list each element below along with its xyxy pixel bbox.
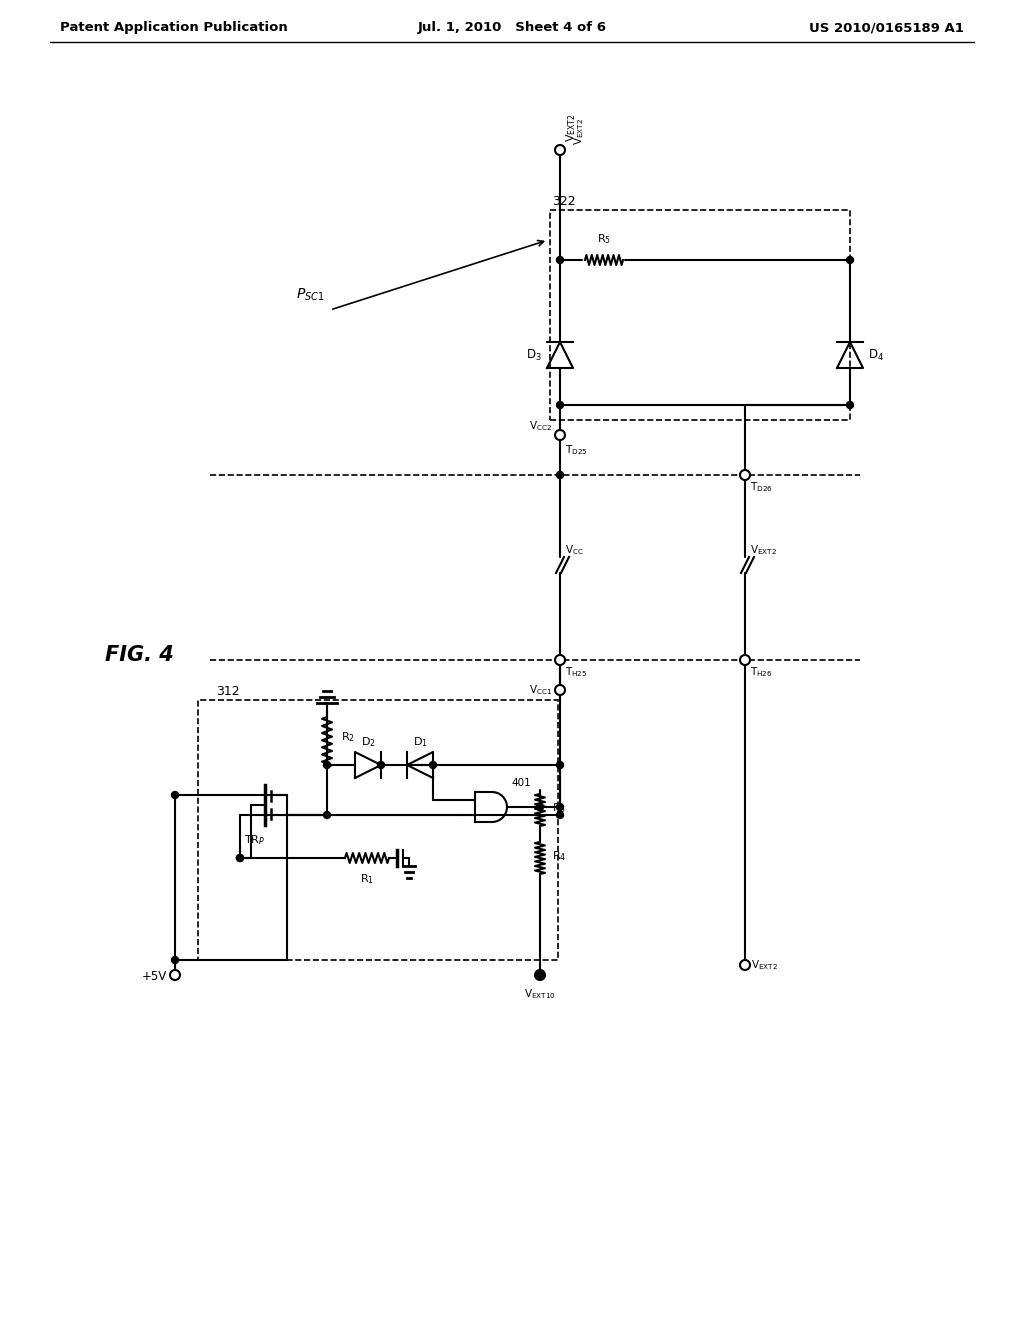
Circle shape — [555, 145, 565, 154]
Circle shape — [237, 854, 244, 862]
Text: FIG. 4: FIG. 4 — [105, 645, 174, 665]
Text: V$_{\mathregular{CC1}}$: V$_{\mathregular{CC1}}$ — [528, 684, 552, 697]
Circle shape — [847, 401, 853, 408]
Text: D$_1$: D$_1$ — [413, 735, 427, 748]
Text: 312: 312 — [216, 685, 240, 698]
Text: US 2010/0165189 A1: US 2010/0165189 A1 — [809, 21, 964, 34]
Text: 322: 322 — [552, 195, 575, 209]
Bar — [198, 700, 558, 960]
Circle shape — [556, 812, 563, 818]
Text: V$_{\mathregular{EXT2}}$: V$_{\mathregular{EXT2}}$ — [750, 544, 777, 557]
Text: T$_{\mathregular{D26}}$: T$_{\mathregular{D26}}$ — [750, 480, 773, 494]
Text: R$_1$: R$_1$ — [360, 873, 374, 886]
Bar — [550, 210, 850, 420]
Text: D$_3$: D$_3$ — [526, 347, 542, 363]
Circle shape — [740, 655, 750, 665]
Text: V$_{\mathregular{CC2}}$: V$_{\mathregular{CC2}}$ — [528, 420, 552, 433]
Text: V$_{\mathregular{EXT10}}$: V$_{\mathregular{EXT10}}$ — [524, 987, 556, 1001]
Circle shape — [556, 256, 563, 264]
Circle shape — [429, 762, 436, 768]
Text: +5V: +5V — [141, 970, 167, 983]
Circle shape — [324, 812, 331, 818]
Circle shape — [556, 656, 563, 664]
Circle shape — [378, 762, 384, 768]
Circle shape — [555, 430, 565, 440]
Circle shape — [741, 656, 749, 664]
Circle shape — [847, 256, 853, 264]
Text: R$_2$: R$_2$ — [341, 730, 355, 744]
Circle shape — [535, 970, 545, 979]
Circle shape — [556, 762, 563, 768]
Circle shape — [740, 960, 750, 970]
Circle shape — [170, 970, 180, 979]
Text: $P_{SC1}$: $P_{SC1}$ — [296, 286, 325, 304]
Circle shape — [324, 762, 331, 768]
Circle shape — [556, 804, 563, 810]
Circle shape — [171, 792, 178, 799]
Circle shape — [237, 854, 244, 862]
Text: TR$_P$: TR$_P$ — [245, 833, 265, 847]
Text: D$_4$: D$_4$ — [868, 347, 884, 363]
Circle shape — [556, 401, 563, 408]
Text: R$_4$: R$_4$ — [552, 849, 566, 863]
Text: V$_{\mathregular{EXT2}}$: V$_{\mathregular{EXT2}}$ — [751, 958, 778, 972]
Text: D$_2$: D$_2$ — [360, 735, 376, 748]
Text: 401: 401 — [511, 777, 530, 788]
Circle shape — [740, 470, 750, 480]
Text: R$_3$: R$_3$ — [552, 801, 566, 814]
Text: Patent Application Publication: Patent Application Publication — [60, 21, 288, 34]
Circle shape — [537, 972, 544, 978]
Text: R$_5$: R$_5$ — [597, 232, 611, 246]
Text: V$_{\mathregular{CC}}$: V$_{\mathregular{CC}}$ — [565, 544, 584, 557]
Circle shape — [555, 655, 565, 665]
Circle shape — [171, 957, 178, 964]
Text: Jul. 1, 2010   Sheet 4 of 6: Jul. 1, 2010 Sheet 4 of 6 — [418, 21, 606, 34]
Circle shape — [537, 804, 544, 810]
Text: T$_{\mathregular{H26}}$: T$_{\mathregular{H26}}$ — [750, 665, 773, 678]
Text: V$_{\mathregular{EXT2}}$: V$_{\mathregular{EXT2}}$ — [572, 117, 586, 145]
Text: T$_{\mathregular{D25}}$: T$_{\mathregular{D25}}$ — [565, 444, 588, 457]
Text: V$_{\rm EXT2}$: V$_{\rm EXT2}$ — [564, 114, 578, 143]
Circle shape — [556, 471, 563, 479]
Circle shape — [555, 685, 565, 696]
Text: T$_{\mathregular{H25}}$: T$_{\mathregular{H25}}$ — [565, 665, 588, 678]
